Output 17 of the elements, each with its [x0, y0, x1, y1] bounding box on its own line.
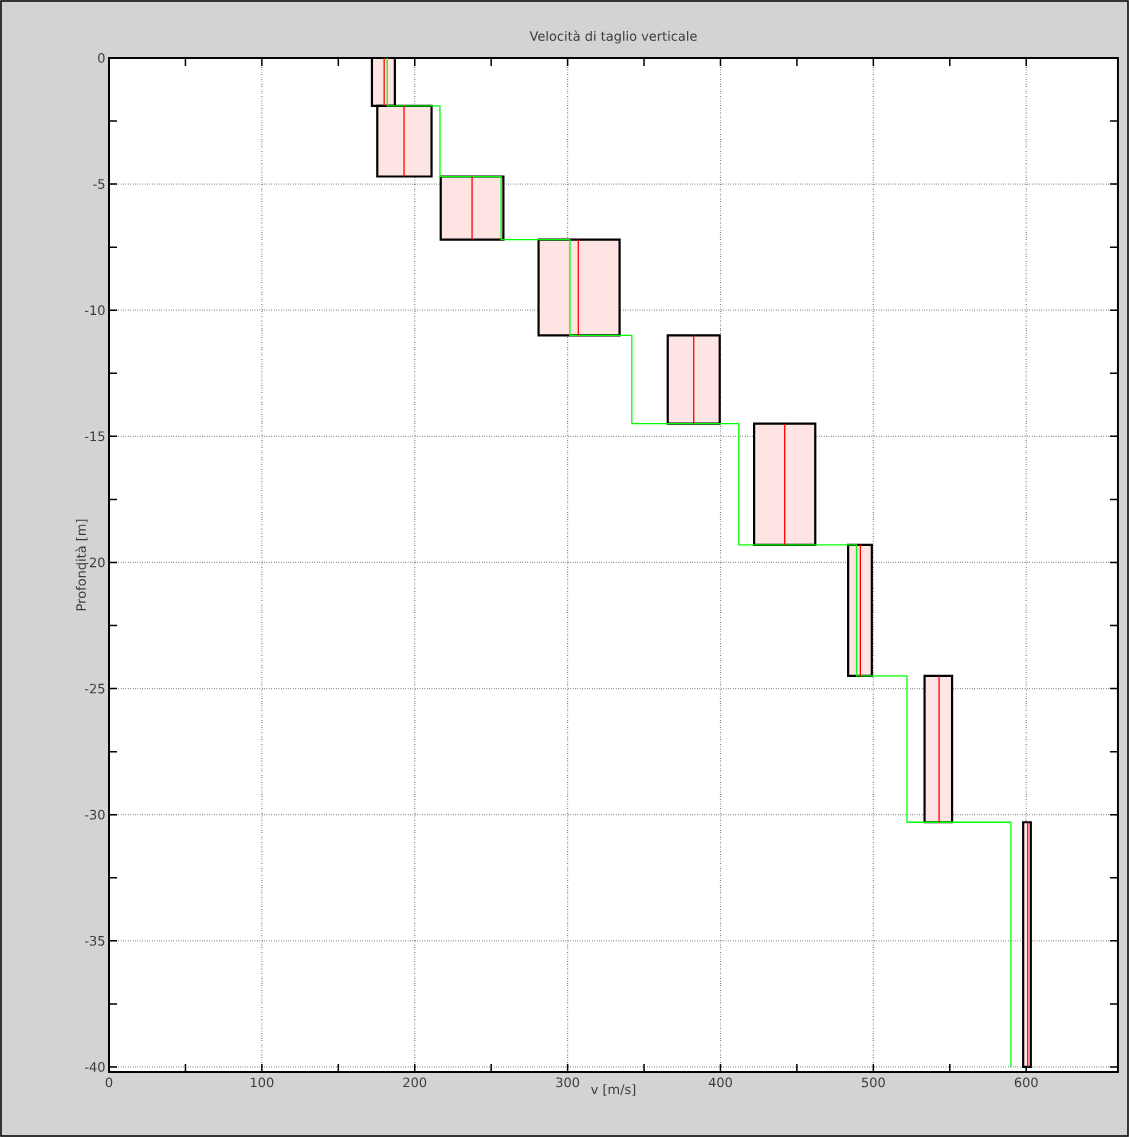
- x-tick-label: 400: [708, 1077, 732, 1088]
- chart-title: Velocità di taglio verticale: [529, 30, 697, 44]
- y-tick-label: -5: [93, 179, 105, 189]
- x-tick-label: 500: [861, 1077, 885, 1088]
- x-tick-label: 600: [1014, 1077, 1038, 1088]
- y-tick-label: -30: [84, 809, 105, 820]
- y-tick-label: -35: [84, 935, 105, 946]
- y-tick-label: 0: [98, 53, 105, 63]
- y-tick-label: -40: [84, 1062, 105, 1072]
- x-tick-label: 100: [250, 1077, 274, 1088]
- x-tick-label: 0: [105, 1077, 113, 1088]
- y-tick-label: -25: [84, 683, 105, 694]
- y-tick-label: -15: [84, 431, 105, 442]
- y-tick-label: -10: [84, 305, 105, 316]
- x-tick-label: 300: [556, 1077, 580, 1088]
- x-tick-label: 200: [403, 1077, 427, 1088]
- x-axis-title: v [m/s]: [591, 1084, 636, 1096]
